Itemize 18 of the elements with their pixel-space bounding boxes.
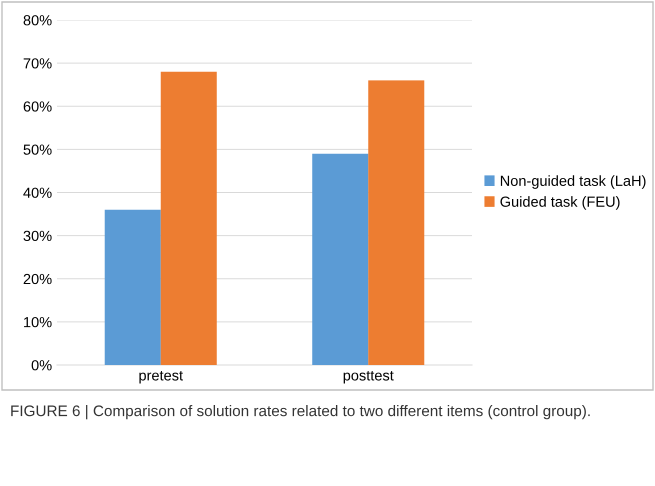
y-tick-label: 50% bbox=[24, 144, 52, 155]
bar bbox=[312, 154, 368, 365]
y-tick-label: 80% bbox=[24, 15, 52, 26]
y-tick-label: 0% bbox=[32, 360, 52, 370]
caption: FIGURE 6 | Comparison of solution rates related to two different items (control group). bbox=[11, 405, 590, 420]
legend-label: Guided task (FEU) bbox=[500, 196, 620, 210]
y-tick-label: 10% bbox=[24, 316, 52, 328]
y-tick-label: 70% bbox=[24, 58, 52, 69]
bar bbox=[104, 210, 161, 365]
y-tick-label: 40% bbox=[23, 188, 52, 198]
y-tick-label: 60% bbox=[24, 101, 52, 112]
y-tick-label: 20% bbox=[24, 274, 52, 284]
bar bbox=[160, 72, 217, 365]
y-tick-label: 30% bbox=[24, 230, 52, 242]
bar bbox=[368, 80, 424, 365]
legend-label: Non-guided task (LaH) bbox=[500, 175, 646, 189]
x-tick-label: pretest bbox=[139, 371, 183, 384]
x-tick-label: posttest bbox=[344, 371, 394, 384]
